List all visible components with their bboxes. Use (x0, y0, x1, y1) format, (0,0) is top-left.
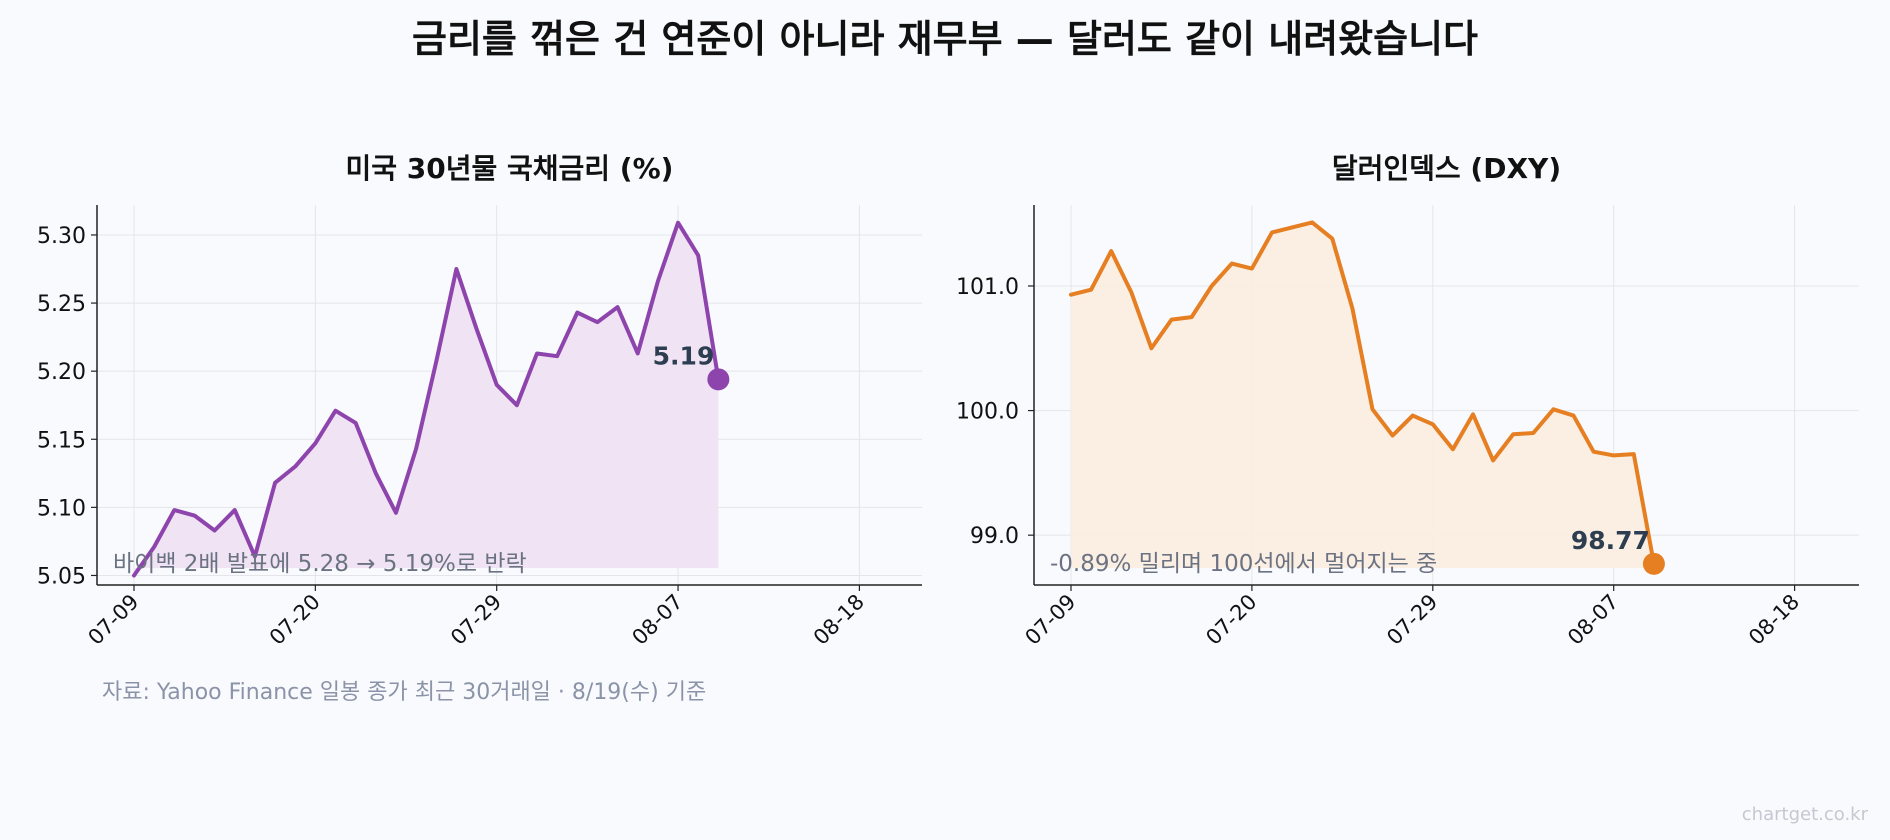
page-title: 금리를 꺾은 건 연준이 아니라 재무부 — 달러도 같이 내려왔습니다 (411, 17, 1479, 61)
chart-annotation: -0.89% 밀리며 100선에서 멀어지는 중 (1050, 551, 1437, 577)
last-point-marker (1642, 552, 1665, 575)
series-line (1069, 220, 1656, 566)
data-point (1149, 346, 1153, 350)
data-point (1451, 447, 1455, 451)
area-fill (1071, 222, 1654, 568)
data-point (1491, 458, 1495, 462)
data-point (1572, 414, 1576, 418)
data-point (1069, 293, 1073, 297)
series-line (132, 220, 721, 578)
chart-annotation: 바이백 2배 발표에 5.28 → 5.19%로 반락 (113, 551, 527, 577)
x-tick-label: 07-20 (265, 590, 325, 650)
source-note: 자료: Yahoo Finance 일봉 종가 최근 30거래일 · 8/19(… (102, 680, 707, 705)
data-point (676, 221, 680, 225)
y-tick-label: 5.15 (37, 428, 86, 453)
data-point (233, 508, 237, 512)
y-tick-label: 101.0 (956, 275, 1019, 300)
data-point (475, 327, 479, 331)
x-tick-label: 07-09 (83, 590, 143, 650)
x-tick-label: 07-20 (1201, 590, 1261, 650)
data-point (1170, 318, 1174, 322)
data-point (1129, 290, 1133, 294)
data-point (1391, 433, 1395, 437)
y-tick-label: 5.25 (37, 292, 86, 317)
data-point (1210, 284, 1214, 288)
data-point (1089, 288, 1093, 292)
data-point (1632, 452, 1636, 456)
panel-title: 달러인덱스 (DXY) (1332, 152, 1561, 185)
last-value-label: 5.19 (653, 341, 715, 370)
data-point (374, 471, 378, 475)
data-point (1270, 230, 1274, 234)
data-point (555, 354, 559, 358)
data-point (172, 508, 176, 512)
data-point (656, 279, 660, 283)
y-tick-label: 5.05 (37, 564, 86, 589)
data-point (1330, 237, 1334, 241)
x-tick-label: 08-07 (1563, 590, 1623, 650)
data-point (454, 267, 458, 271)
yield-chart-panel: 미국 30년물 국채금리 (%) 5.05 5.10 5.15 5.20 5.25 5.30… (37, 152, 922, 650)
data-point (1612, 453, 1616, 457)
x-tick-label: 08-18 (809, 590, 869, 650)
data-point (1230, 262, 1234, 266)
data-point (434, 360, 438, 364)
data-point (696, 253, 700, 257)
data-point (535, 351, 539, 355)
data-point (636, 351, 640, 355)
last-point-marker (707, 368, 730, 391)
x-tick-label: 07-29 (446, 590, 506, 650)
data-point (394, 511, 398, 515)
x-tick-label: 07-29 (1382, 590, 1442, 650)
data-point (1431, 422, 1435, 426)
watermark: chartget.co.kr (1741, 804, 1868, 825)
y-tick-label: 5.30 (37, 224, 86, 249)
data-point (1310, 220, 1314, 224)
data-point (595, 320, 599, 324)
data-point (334, 409, 338, 413)
data-point (354, 421, 358, 425)
data-point (515, 403, 519, 407)
data-point (313, 441, 317, 445)
data-point (1190, 315, 1194, 319)
data-point (1109, 249, 1113, 253)
panel-title: 미국 30년물 국채금리 (%) (346, 152, 674, 185)
x-tick-label: 07-09 (1020, 590, 1080, 650)
last-value-label: 98.77 (1571, 526, 1650, 555)
data-point (152, 545, 156, 549)
data-point (273, 481, 277, 485)
data-point (1511, 432, 1515, 436)
data-point (414, 447, 418, 451)
y-tick-label: 5.10 (37, 496, 86, 521)
y-tick-label: 99.0 (970, 524, 1019, 549)
data-point (575, 311, 579, 315)
data-point (1471, 412, 1475, 416)
data-point (1551, 407, 1555, 411)
data-point (616, 305, 620, 309)
data-point (1592, 450, 1596, 454)
data-point (1350, 306, 1354, 310)
data-point (192, 514, 196, 518)
data-point (1371, 407, 1375, 411)
x-tick-label: 08-07 (627, 590, 687, 650)
data-point (1250, 267, 1254, 271)
dxy-chart-panel: 달러인덱스 (DXY) 99.0 100.0 101.0 07-09 07-20 07-29… (956, 152, 1859, 650)
data-point (1411, 414, 1415, 418)
y-tick-label: 5.20 (37, 360, 86, 385)
y-tick-label: 100.0 (956, 400, 1019, 425)
area-fill (134, 222, 719, 576)
x-tick-label: 08-18 (1744, 590, 1804, 650)
data-point (1531, 431, 1535, 435)
data-point (1290, 225, 1294, 229)
data-point (293, 465, 297, 469)
data-point (495, 383, 499, 387)
data-point (213, 529, 217, 533)
